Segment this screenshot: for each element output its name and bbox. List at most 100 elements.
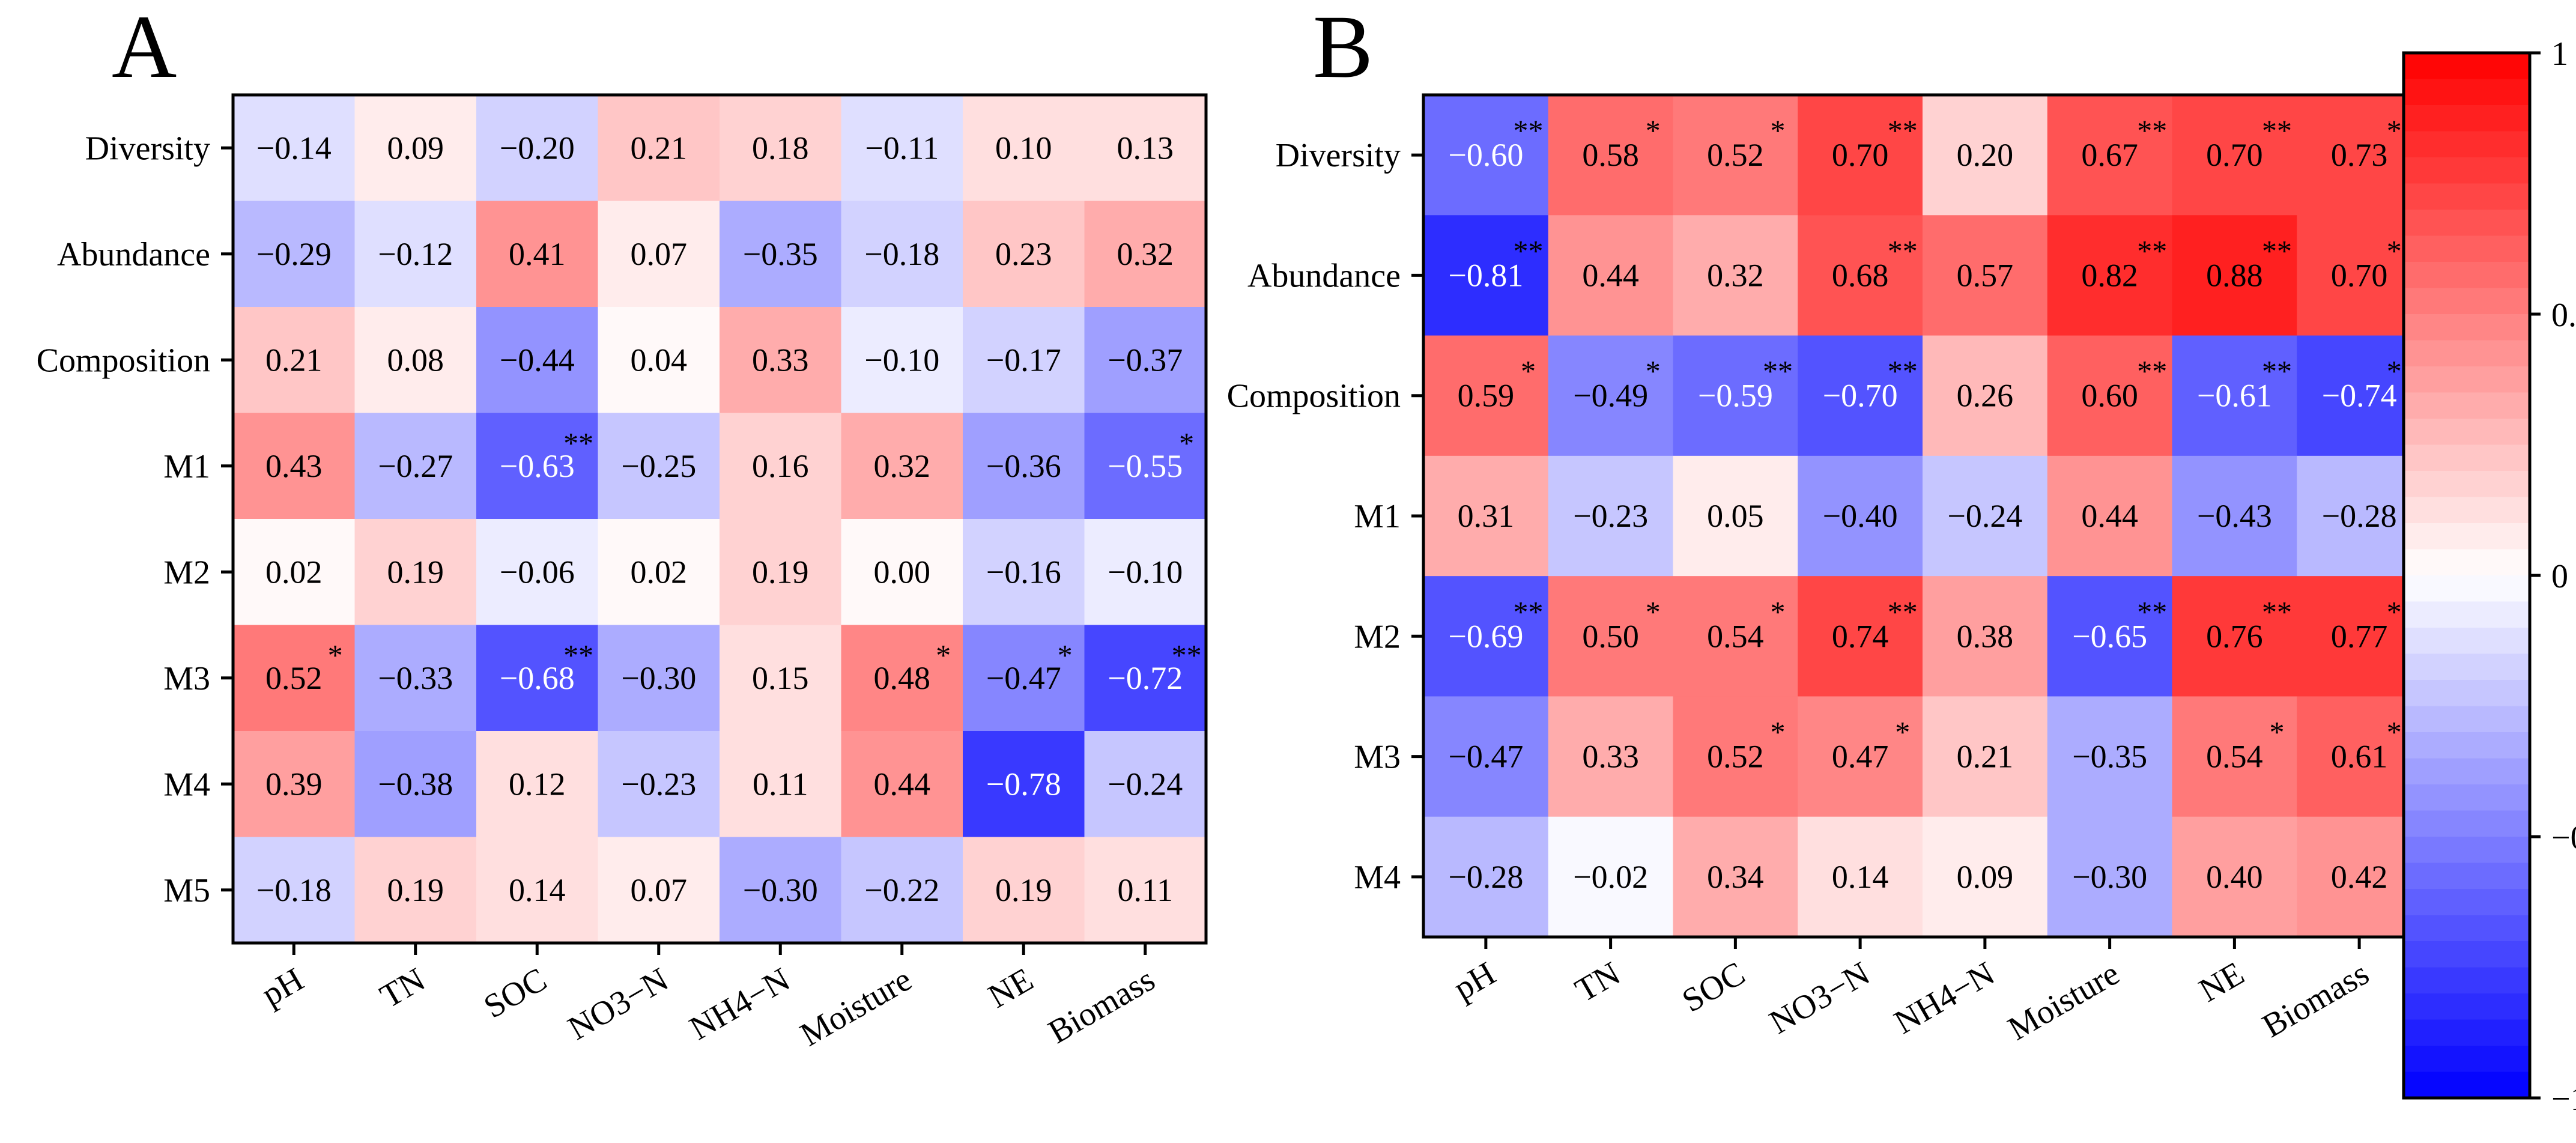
heatmap-cell [598, 95, 720, 201]
heatmap-cell [1548, 576, 1673, 697]
cell-value-label: 0.32 [1707, 257, 1764, 293]
heatmap-cell [1423, 215, 1549, 336]
significance-marker: * [1179, 426, 1194, 460]
significance-marker: * [1058, 638, 1073, 672]
heatmap-cell [1084, 625, 1207, 732]
heatmap-cell [1084, 413, 1207, 520]
cell-value-label: −0.23 [621, 766, 696, 802]
heatmap-cell [1798, 335, 1923, 456]
heatmap-cell [2047, 816, 2172, 938]
colorbar-step [2404, 837, 2530, 864]
heatmap-cell [354, 201, 477, 308]
cell-value-label: 0.07 [631, 236, 688, 272]
colorbar-step [2404, 471, 2530, 498]
colorbar-step [2404, 1072, 2530, 1099]
significance-marker: ** [1763, 354, 1793, 388]
cell-value-label: 0.60 [2081, 378, 2138, 414]
heatmap-cell [476, 519, 598, 625]
cell-value-label: 0.14 [1832, 859, 1889, 895]
heatmap-cell [1548, 696, 1673, 817]
cell-value-label: 0.52 [1707, 137, 1764, 173]
cell-value-label: 0.43 [265, 448, 323, 484]
cell-value-label: 0.19 [387, 554, 444, 590]
cell-value-label: −0.44 [500, 342, 575, 378]
cell-value-label: 0.15 [752, 660, 809, 696]
colorbar-step [2404, 628, 2530, 655]
heatmap-cell [233, 413, 355, 520]
heatmap-cell [1673, 696, 1798, 817]
heatmap-cell [1548, 455, 1673, 577]
heatmap-cell [233, 731, 355, 837]
colorbar-step [2404, 758, 2530, 785]
cell-value-label: −0.78 [986, 766, 1061, 802]
heatmap-cell [1673, 576, 1798, 697]
cell-value-label: −0.47 [1448, 739, 1523, 775]
significance-marker: * [1521, 354, 1536, 388]
colorbar-step [2404, 366, 2530, 393]
cell-value-label: −0.38 [378, 766, 453, 802]
heatmap-cell [841, 519, 963, 625]
significance-marker: ** [2137, 595, 2167, 628]
column-label: NH4−N [1888, 955, 2001, 1041]
heatmap-cell [1923, 455, 2048, 577]
heatmap-cell [233, 625, 355, 732]
heatmap-cell [963, 413, 1085, 520]
cell-value-label: 0.11 [753, 766, 808, 802]
heatmap-cell [963, 95, 1085, 201]
heatmap-cell [841, 307, 963, 413]
cell-value-label: 0.13 [1117, 130, 1174, 166]
heatmap-cell [476, 837, 598, 944]
heatmap-cell [598, 625, 720, 732]
heatmap-cell [476, 201, 598, 308]
cell-value-label: −0.36 [986, 448, 1061, 484]
heatmap-cell [2297, 576, 2422, 697]
heatmap-cell [2297, 335, 2422, 456]
cell-value-label: −0.30 [2072, 859, 2147, 895]
cell-value-label: −0.61 [2197, 378, 2272, 414]
heatmap-cell [1548, 215, 1673, 336]
significance-marker: * [1646, 114, 1661, 147]
colorbar-tick-label: 0 [2551, 558, 2568, 595]
heatmap-cell [2047, 215, 2172, 336]
column-label: NH4−N [683, 961, 796, 1047]
column-label: SOC [1676, 955, 1751, 1020]
cell-value-label: 0.32 [874, 448, 931, 484]
heatmap-cell [841, 95, 963, 201]
cell-value-label: 0.47 [1832, 739, 1889, 775]
cell-value-label: 0.31 [1458, 498, 1515, 534]
heatmap-cell [476, 625, 598, 732]
heatmap-cell [963, 625, 1085, 732]
cell-value-label: −0.28 [2322, 498, 2397, 534]
heatmap-cell [720, 95, 841, 201]
heatmap-cell [476, 413, 598, 520]
cell-value-label: 0.33 [1582, 739, 1639, 775]
column-label: Moisture [2002, 955, 2126, 1048]
heatmap-cell [598, 307, 720, 413]
cell-value-label: 0.67 [2081, 137, 2138, 173]
row-label: M4 [1354, 859, 1401, 896]
cell-value-label: −0.17 [986, 342, 1061, 378]
cell-value-label: 0.08 [387, 342, 444, 378]
cell-value-label: 0.16 [752, 448, 809, 484]
significance-marker: ** [1172, 638, 1202, 672]
cell-value-label: −0.11 [865, 130, 939, 166]
cell-value-label: 0.44 [2081, 498, 2138, 534]
cell-value-label: 0.00 [874, 554, 931, 590]
heatmap-cell [2047, 696, 2172, 817]
colorbar-step [2404, 497, 2530, 524]
heatmap-cell [1084, 95, 1207, 201]
cell-value-label: −0.25 [621, 448, 696, 484]
heatmap-cell [354, 625, 477, 732]
colorbar-step [2404, 210, 2530, 237]
cell-value-label: 0.23 [995, 236, 1052, 272]
heatmap-cell [2172, 95, 2297, 216]
cell-value-label: 0.76 [2206, 618, 2263, 654]
colorbar-step [2404, 784, 2530, 811]
column-label: Biomass [1042, 961, 1161, 1051]
heatmap-cell [720, 201, 841, 308]
row-label: M3 [163, 660, 210, 697]
cell-value-label: 0.52 [265, 660, 323, 696]
heatmap-cell [720, 731, 841, 837]
significance-marker: * [328, 638, 343, 672]
cell-value-label: −0.24 [1108, 766, 1183, 802]
